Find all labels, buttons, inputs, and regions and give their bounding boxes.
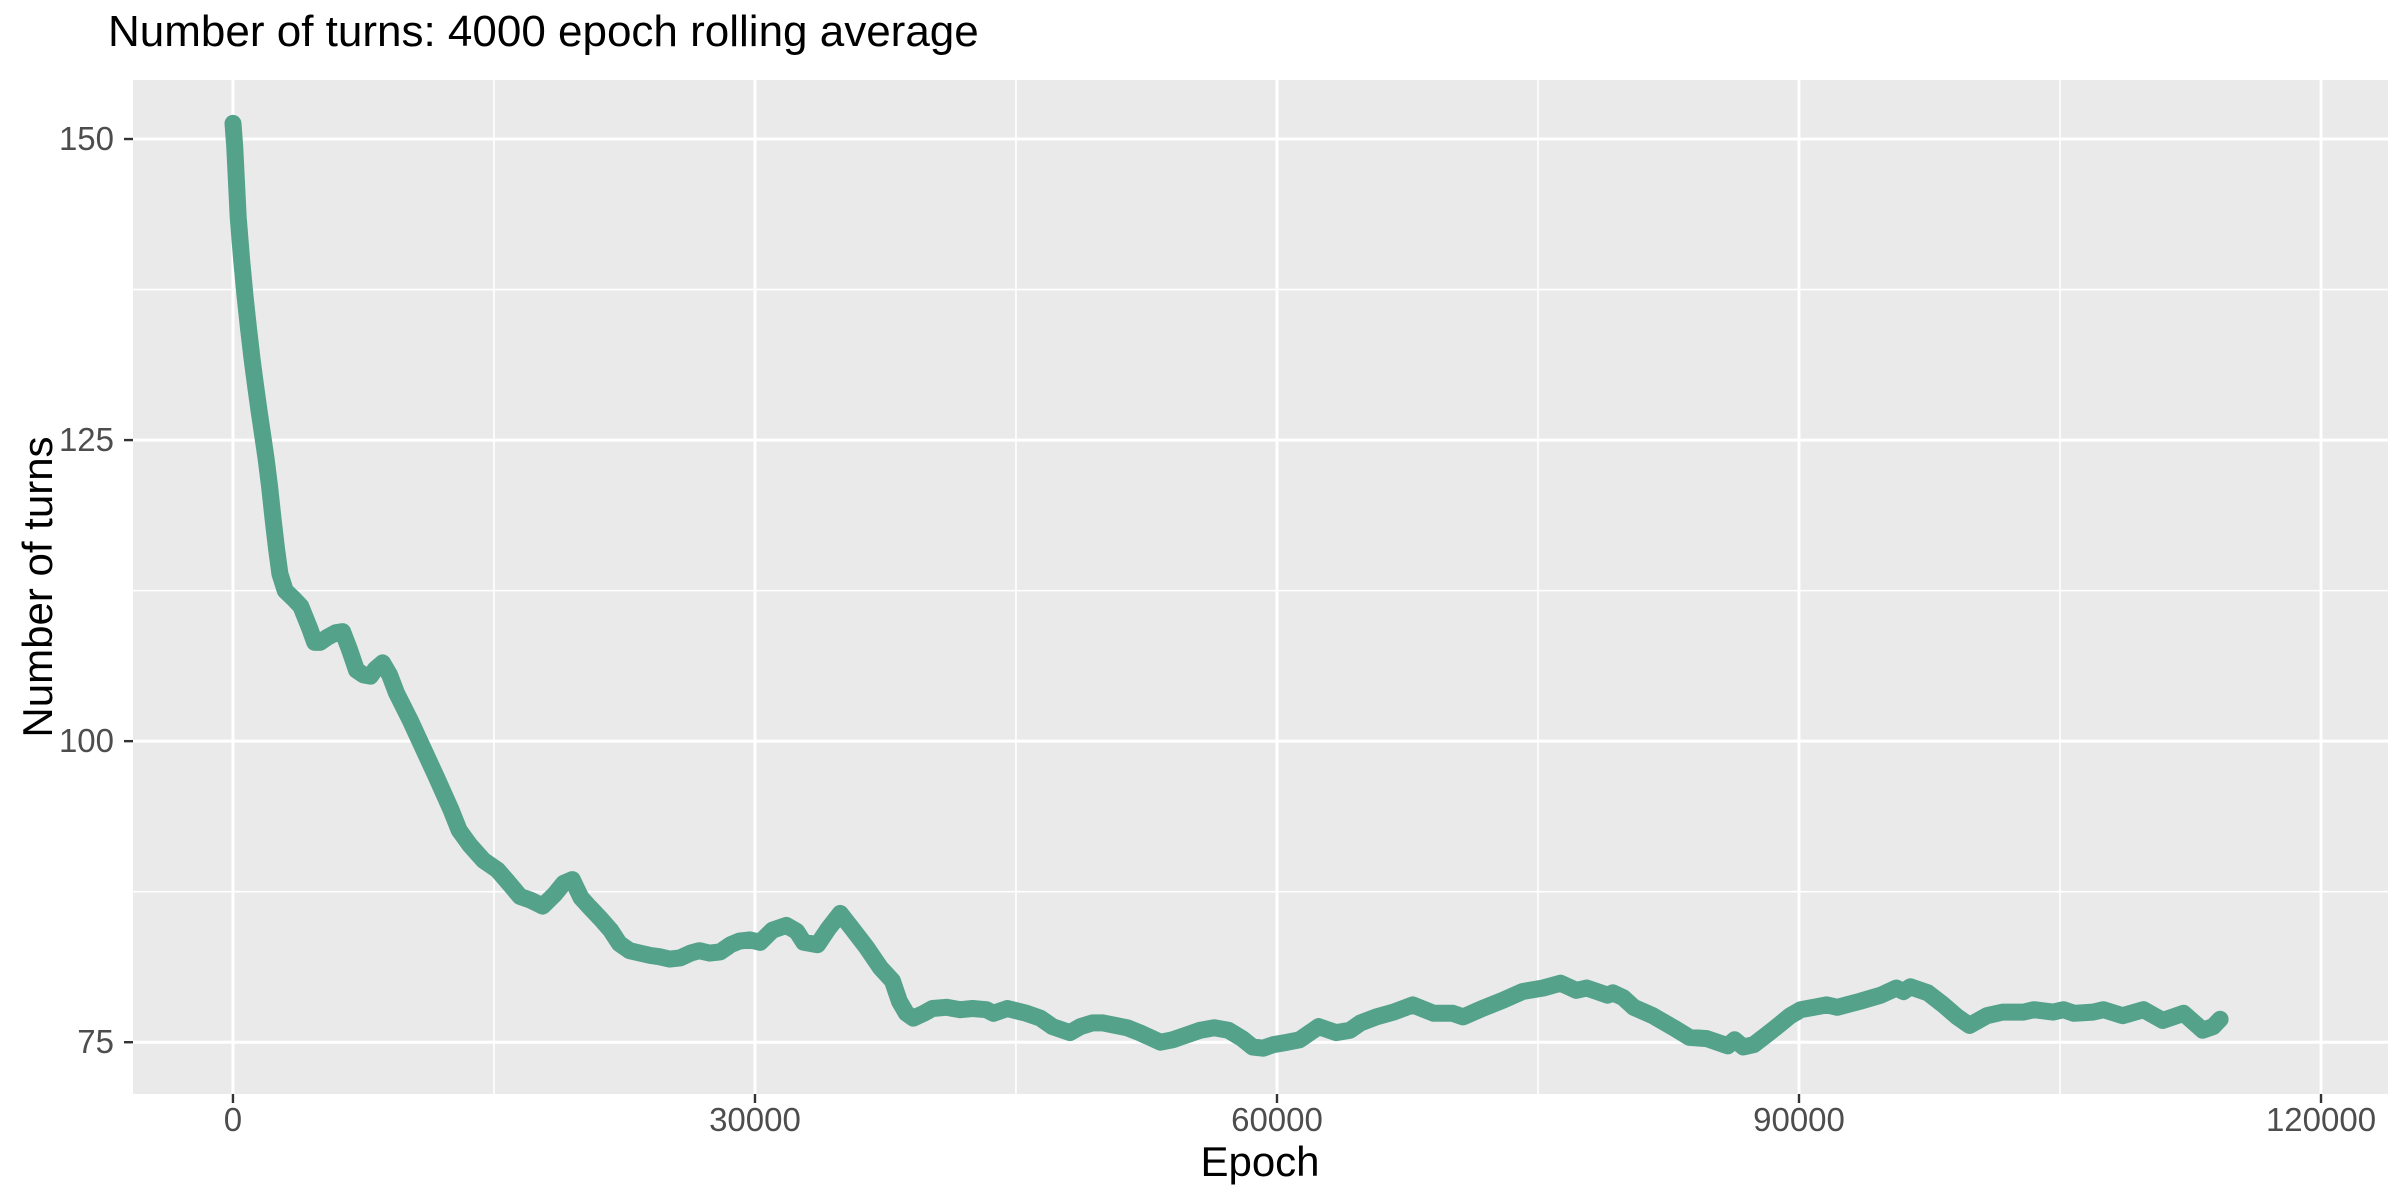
x-axis-title: Epoch bbox=[1200, 1138, 1319, 1185]
y-tick-label: 150 bbox=[59, 120, 114, 157]
rolling-average-line bbox=[224, 114, 2229, 1057]
y-axis-title: Number of turns bbox=[14, 436, 61, 737]
axis-tick-marks bbox=[124, 137, 2323, 1103]
y-tick-label: 100 bbox=[59, 722, 114, 759]
x-tick-label: 60000 bbox=[1231, 1101, 1323, 1138]
plot-panel bbox=[133, 80, 2388, 1094]
x-tick-label: 30000 bbox=[709, 1101, 801, 1138]
y-tick-label: 75 bbox=[77, 1023, 114, 1060]
x-tick-label: 90000 bbox=[1753, 1101, 1845, 1138]
plot-title: Number of turns: 4000 epoch rolling aver… bbox=[108, 7, 979, 56]
y-tick-label: 125 bbox=[59, 421, 114, 458]
x-axis-tick-labels: 0 30000 60000 90000 120000 bbox=[224, 1101, 2376, 1138]
x-tick-label: 120000 bbox=[2266, 1101, 2376, 1138]
y-axis-tick-labels: 75 100 125 150 bbox=[59, 120, 114, 1060]
x-tick-label: 0 bbox=[224, 1101, 242, 1138]
